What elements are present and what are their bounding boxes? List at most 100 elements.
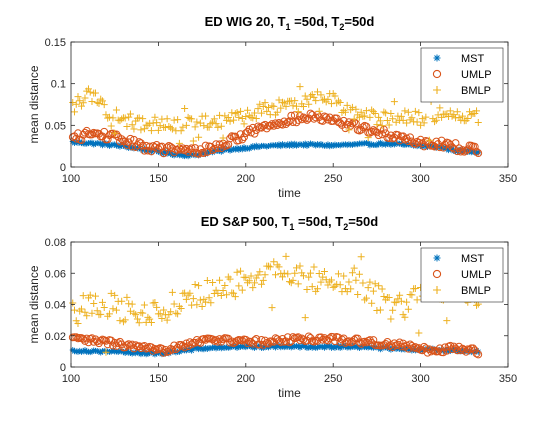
- data-point: [313, 285, 321, 293]
- data-point: [213, 144, 222, 152]
- data-point: [185, 338, 194, 347]
- data-point: [74, 348, 81, 355]
- data-point: [376, 306, 384, 314]
- data-point: [368, 299, 376, 307]
- data-point: [106, 142, 113, 149]
- data-point: [242, 112, 250, 120]
- data-point: [474, 119, 482, 127]
- data-point: [181, 104, 189, 112]
- data-point: [109, 305, 117, 313]
- data-point: [298, 269, 306, 277]
- data-point: [345, 278, 353, 286]
- data-point: [459, 112, 467, 120]
- data-point: [112, 306, 120, 314]
- data-point: [352, 343, 359, 350]
- data-point: [327, 100, 335, 108]
- data-point: [474, 149, 483, 158]
- data-point: [350, 115, 358, 123]
- data-point: [123, 293, 131, 301]
- data-point: [425, 345, 434, 354]
- data-point: [211, 147, 218, 154]
- data-point: [235, 282, 243, 290]
- data-point: [116, 117, 124, 125]
- data-point: [380, 108, 388, 116]
- data-point: [82, 334, 91, 343]
- legend-label: BMLP: [461, 85, 491, 97]
- data-point: [307, 140, 314, 147]
- data-point: [324, 281, 332, 289]
- data-point: [280, 269, 288, 277]
- data-point: [305, 141, 312, 148]
- data-point: [178, 347, 185, 354]
- title-part: =50d: [348, 214, 378, 229]
- data-point: [156, 310, 164, 318]
- data-point: [196, 296, 204, 304]
- data-point: [72, 100, 80, 108]
- data-point: [401, 107, 409, 115]
- data-point: [212, 120, 220, 128]
- data-point: [72, 333, 81, 341]
- data-point: [340, 272, 348, 280]
- data-point: [135, 319, 143, 327]
- data-point: [93, 307, 101, 315]
- data-point: [473, 301, 481, 309]
- data-point: [292, 102, 300, 110]
- data-point: [81, 308, 89, 316]
- data-point: [265, 104, 273, 112]
- data-point: [88, 309, 96, 317]
- data-point: [359, 279, 367, 287]
- data-point: [295, 141, 302, 148]
- data-point: [354, 141, 361, 148]
- data-point: [384, 344, 391, 351]
- data-point: [78, 348, 85, 355]
- data-point: [281, 142, 288, 149]
- data-point: [84, 85, 92, 93]
- data-point: [163, 115, 171, 123]
- title-part: =50d, T: [294, 214, 343, 229]
- data-point: [390, 98, 398, 106]
- data-point: [309, 344, 316, 351]
- data-point: [174, 116, 182, 124]
- data-point: [404, 305, 412, 313]
- data-point: [270, 102, 278, 110]
- data-point: [149, 299, 157, 307]
- data-point: [130, 135, 138, 144]
- data-point: [359, 123, 367, 132]
- y-tick-label: 0.04: [45, 300, 66, 312]
- data-point: [94, 347, 101, 354]
- data-point: [174, 310, 182, 318]
- data-point: [413, 296, 421, 304]
- data-point: [118, 348, 125, 355]
- data-point: [203, 276, 211, 284]
- data-point: [347, 285, 355, 293]
- y-axis-label: mean distance: [27, 265, 41, 343]
- data-point: [366, 278, 374, 286]
- data-point: [328, 141, 335, 148]
- data-point: [144, 350, 151, 357]
- x-tick-label: 250: [324, 173, 342, 185]
- data-point: [140, 125, 148, 133]
- data-point: [186, 289, 194, 297]
- data-point: [107, 122, 115, 130]
- data-point: [212, 286, 220, 294]
- data-point: [87, 349, 94, 356]
- data-point: [420, 119, 428, 127]
- data-point: [194, 149, 203, 158]
- title-part: =50d, T: [291, 14, 340, 29]
- data-point: [317, 91, 325, 99]
- data-point: [163, 143, 172, 152]
- data-point: [238, 135, 247, 144]
- data-points: [68, 83, 483, 160]
- data-point: [429, 115, 437, 123]
- data-point: [349, 141, 356, 148]
- data-point: [422, 113, 430, 121]
- data-point: [383, 116, 391, 124]
- data-point: [414, 143, 421, 150]
- data-point: [368, 106, 376, 114]
- data-point: [474, 350, 483, 359]
- data-point: [375, 140, 382, 147]
- data-point: [303, 285, 311, 293]
- data-point: [118, 115, 126, 123]
- data-point: [130, 349, 137, 356]
- x-tick-label: 150: [149, 373, 167, 385]
